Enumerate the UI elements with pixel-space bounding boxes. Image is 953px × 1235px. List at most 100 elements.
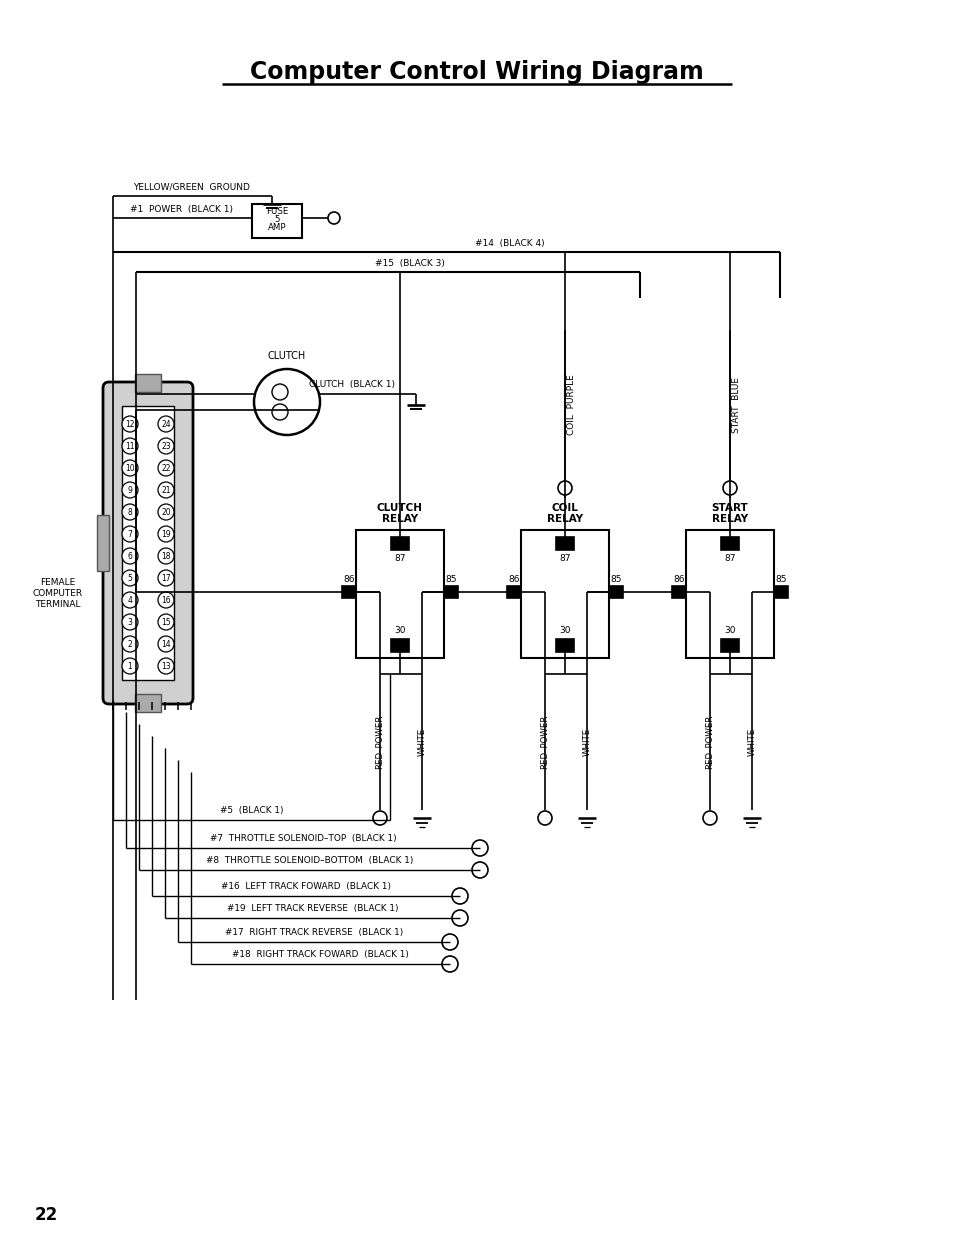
Text: 13: 13 xyxy=(161,662,171,671)
Text: RED–POWER: RED–POWER xyxy=(705,715,714,769)
Text: 30: 30 xyxy=(558,625,570,635)
Text: 24: 24 xyxy=(161,420,171,429)
Text: 19: 19 xyxy=(161,530,171,538)
Circle shape xyxy=(158,438,173,454)
Bar xyxy=(608,585,622,598)
Text: FUSE: FUSE xyxy=(266,206,288,215)
Circle shape xyxy=(122,504,138,520)
Text: COIL  PURPLE: COIL PURPLE xyxy=(567,374,576,436)
Text: 3: 3 xyxy=(128,618,132,626)
Text: 87: 87 xyxy=(723,553,735,562)
Circle shape xyxy=(158,482,173,498)
Circle shape xyxy=(158,416,173,432)
Circle shape xyxy=(122,592,138,608)
Text: 6: 6 xyxy=(128,552,132,561)
Circle shape xyxy=(441,956,457,972)
Bar xyxy=(135,694,161,713)
Bar xyxy=(135,374,161,391)
Circle shape xyxy=(122,416,138,432)
Text: 17: 17 xyxy=(161,573,171,583)
Circle shape xyxy=(158,526,173,542)
Bar xyxy=(252,204,302,238)
Circle shape xyxy=(158,504,173,520)
Text: CLUTCH: CLUTCH xyxy=(268,351,306,361)
Circle shape xyxy=(373,811,387,825)
Text: #16  LEFT TRACK FOWARD  (BLACK 1): #16 LEFT TRACK FOWARD (BLACK 1) xyxy=(221,882,391,890)
Circle shape xyxy=(158,459,173,475)
Text: TERMINAL: TERMINAL xyxy=(35,599,81,609)
Circle shape xyxy=(158,614,173,630)
Circle shape xyxy=(272,384,288,400)
Text: 87: 87 xyxy=(558,553,570,562)
Circle shape xyxy=(472,840,488,856)
Bar xyxy=(685,530,773,658)
Circle shape xyxy=(452,888,468,904)
Text: #5  (BLACK 1): #5 (BLACK 1) xyxy=(219,805,283,815)
Text: 30: 30 xyxy=(723,625,735,635)
Text: COMPUTER: COMPUTER xyxy=(33,589,83,598)
Text: 30: 30 xyxy=(394,625,405,635)
Circle shape xyxy=(253,369,319,435)
Text: 1: 1 xyxy=(128,662,132,671)
Circle shape xyxy=(122,614,138,630)
Text: 85: 85 xyxy=(610,574,621,583)
Text: WHITE: WHITE xyxy=(417,727,426,756)
Text: 8: 8 xyxy=(128,508,132,516)
Circle shape xyxy=(122,459,138,475)
Text: WHITE: WHITE xyxy=(582,727,591,756)
Text: FEMALE: FEMALE xyxy=(40,578,75,587)
Text: 85: 85 xyxy=(775,574,786,583)
Text: RELAY: RELAY xyxy=(546,514,582,524)
Text: 85: 85 xyxy=(445,574,456,583)
Text: 4: 4 xyxy=(128,595,132,604)
Text: RELAY: RELAY xyxy=(381,514,417,524)
Text: 11: 11 xyxy=(125,441,134,451)
Bar xyxy=(773,585,787,598)
Circle shape xyxy=(702,811,717,825)
Circle shape xyxy=(328,212,339,224)
Circle shape xyxy=(452,910,468,926)
Text: 5: 5 xyxy=(274,215,279,224)
Text: 22: 22 xyxy=(161,463,171,473)
Bar xyxy=(720,638,739,652)
Text: START: START xyxy=(711,503,747,513)
Text: #14  (BLACK 4): #14 (BLACK 4) xyxy=(475,238,544,247)
Circle shape xyxy=(122,526,138,542)
Circle shape xyxy=(122,548,138,564)
Circle shape xyxy=(472,862,488,878)
Circle shape xyxy=(722,480,737,495)
Text: #7  THROTTLE SOLENOID–TOP  (BLACK 1): #7 THROTTLE SOLENOID–TOP (BLACK 1) xyxy=(210,834,395,842)
Circle shape xyxy=(158,636,173,652)
Text: START  BLUE: START BLUE xyxy=(732,377,740,433)
Text: 18: 18 xyxy=(161,552,171,561)
Text: #8  THROTTLE SOLENOID–BOTTOM  (BLACK 1): #8 THROTTLE SOLENOID–BOTTOM (BLACK 1) xyxy=(206,856,413,864)
Bar xyxy=(341,585,355,598)
Text: 10: 10 xyxy=(125,463,134,473)
Text: 22: 22 xyxy=(35,1207,58,1224)
Bar xyxy=(97,515,109,571)
Text: WHITE: WHITE xyxy=(747,727,756,756)
Text: AMP: AMP xyxy=(268,222,286,231)
Text: 16: 16 xyxy=(161,595,171,604)
Circle shape xyxy=(158,548,173,564)
Circle shape xyxy=(441,934,457,950)
Text: 14: 14 xyxy=(161,640,171,648)
Text: Computer Control Wiring Diagram: Computer Control Wiring Diagram xyxy=(250,61,703,84)
Circle shape xyxy=(158,592,173,608)
Text: #15  (BLACK 3): #15 (BLACK 3) xyxy=(375,258,444,268)
Circle shape xyxy=(122,658,138,674)
Circle shape xyxy=(272,404,288,420)
Text: #1  POWER  (BLACK 1): #1 POWER (BLACK 1) xyxy=(131,205,233,214)
Text: 15: 15 xyxy=(161,618,171,626)
Bar xyxy=(671,585,685,598)
Text: 2: 2 xyxy=(128,640,132,648)
Text: 86: 86 xyxy=(508,574,519,583)
Bar xyxy=(520,530,608,658)
Circle shape xyxy=(158,571,173,585)
Bar xyxy=(443,585,457,598)
Text: CLUTCH: CLUTCH xyxy=(376,503,422,513)
Text: 87: 87 xyxy=(394,553,405,562)
Text: CLUTCH  (BLACK 1): CLUTCH (BLACK 1) xyxy=(309,379,395,389)
Circle shape xyxy=(122,438,138,454)
Bar xyxy=(391,537,409,550)
